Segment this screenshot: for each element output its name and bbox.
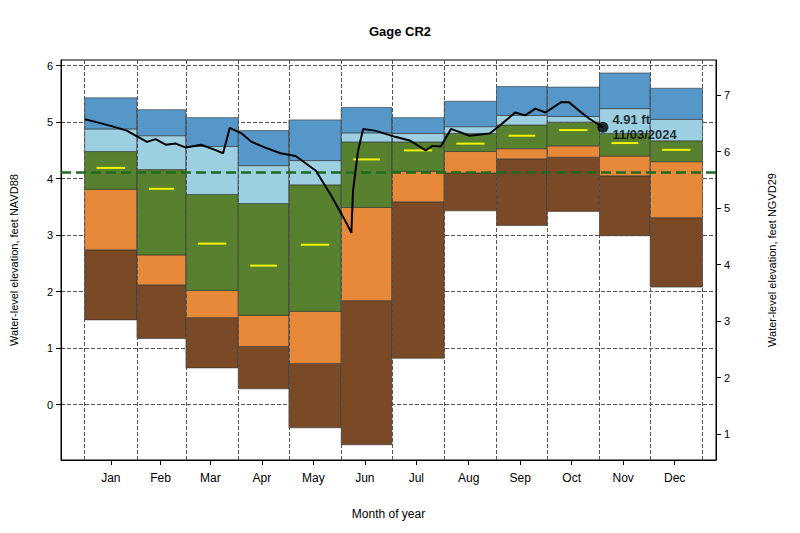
svg-text:Jul: Jul [409, 471, 424, 485]
svg-text:0: 0 [47, 399, 53, 411]
svg-text:6: 6 [47, 60, 53, 72]
svg-text:Nov: Nov [612, 471, 633, 485]
svg-text:5: 5 [47, 116, 53, 128]
svg-text:Jan: Jan [101, 471, 120, 485]
svg-text:Aug: Aug [458, 471, 479, 485]
svg-text:May: May [302, 471, 325, 485]
svg-text:7: 7 [724, 89, 730, 101]
svg-text:4.91 ft: 4.91 ft [612, 112, 650, 127]
svg-text:3: 3 [724, 315, 730, 327]
svg-text:6: 6 [724, 146, 730, 158]
svg-text:Water-level elevation, feet NA: Water-level elevation, feet NAVD88 [8, 174, 20, 346]
svg-text:2: 2 [724, 372, 730, 384]
svg-text:Month of year: Month of year [352, 507, 425, 521]
svg-text:Gage CR2: Gage CR2 [369, 24, 431, 39]
svg-text:Sep: Sep [509, 471, 531, 485]
svg-text:3: 3 [47, 229, 53, 241]
svg-text:Oct: Oct [562, 471, 581, 485]
svg-text:Water-level elevation, feet NG: Water-level elevation, feet NGVD29 [766, 173, 778, 347]
svg-text:4: 4 [724, 259, 730, 271]
svg-text:Apr: Apr [253, 471, 272, 485]
svg-text:4: 4 [47, 173, 53, 185]
svg-text:1: 1 [47, 342, 53, 354]
svg-text:Mar: Mar [200, 471, 221, 485]
svg-text:Dec: Dec [664, 471, 685, 485]
svg-text:1: 1 [724, 428, 730, 440]
svg-text:11/03/2024: 11/03/2024 [612, 127, 677, 142]
svg-text:2: 2 [47, 286, 53, 298]
svg-text:Jun: Jun [355, 471, 374, 485]
svg-text:5: 5 [724, 202, 730, 214]
svg-text:Feb: Feb [150, 471, 171, 485]
